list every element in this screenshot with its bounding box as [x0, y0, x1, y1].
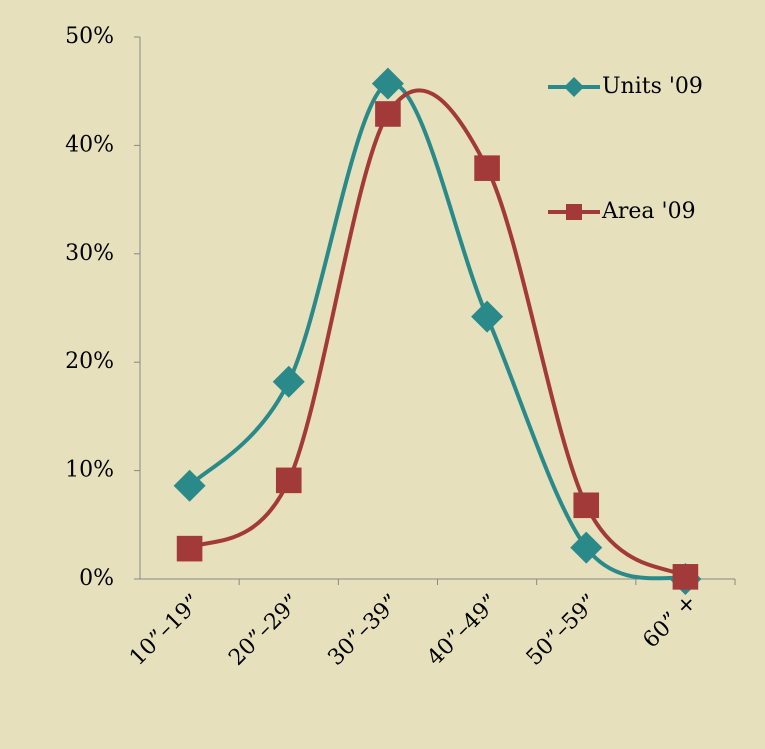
- legend-label: Units '09: [602, 74, 703, 99]
- data-point: [176, 535, 203, 562]
- data-point: [375, 101, 401, 127]
- data-point: [371, 67, 404, 100]
- y-tick-label: 0%: [79, 566, 114, 591]
- data-point: [272, 365, 305, 398]
- y-tick-label: 40%: [65, 132, 114, 157]
- legend-label: Area '09: [601, 199, 696, 224]
- data-point: [471, 300, 504, 333]
- legend-marker: [564, 77, 584, 97]
- legend-marker: [566, 204, 582, 220]
- data-point: [672, 564, 699, 590]
- y-tick-label: 30%: [65, 241, 114, 266]
- data-point: [474, 155, 500, 181]
- data-point: [275, 467, 302, 494]
- data-point: [573, 492, 600, 519]
- y-tick-label: 10%: [65, 458, 114, 483]
- y-tick-label: 20%: [65, 349, 114, 374]
- y-tick-label: 50%: [65, 24, 114, 49]
- data-point: [173, 469, 206, 502]
- data-point: [570, 531, 603, 564]
